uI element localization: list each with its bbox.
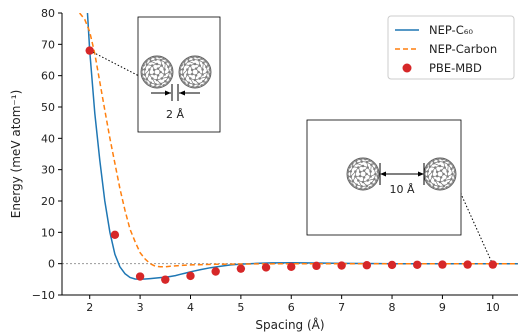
inset-2a-label: 2 Å (166, 108, 184, 121)
x-tick-label: 7 (338, 301, 345, 314)
x-tick-label: 6 (288, 301, 295, 314)
data-point-pbe-mbd (337, 261, 346, 270)
y-tick-label: 60 (41, 70, 55, 83)
y-tick-label: 40 (41, 132, 55, 145)
fullerene-icon (423, 157, 457, 191)
data-point-pbe-mbd (85, 46, 94, 55)
y-axis-label: Energy (meV atom⁻¹) (9, 90, 23, 219)
inset-10a: 10 Å (306, 119, 462, 236)
data-point-pbe-mbd (488, 260, 498, 269)
legend: NEP-C₆₀ NEP-Carbon PBE-MBD (387, 15, 515, 80)
y-tick-label: 0 (48, 258, 55, 271)
data-point-pbe-mbd (110, 230, 120, 240)
annotation-leader-line (456, 184, 494, 265)
y-tick-label: 70 (41, 38, 55, 51)
data-point-pbe-mbd (186, 271, 195, 281)
data-point-pbe-mbd (261, 263, 271, 272)
y-tick-label: 50 (41, 101, 55, 114)
y-tick-label: 80 (41, 7, 55, 20)
fullerene-icon (346, 157, 380, 191)
x-tick-label: 8 (389, 301, 396, 314)
data-point-pbe-mbd (236, 264, 246, 273)
legend-swatch-pbe-mbd (402, 63, 412, 73)
arrowhead-icon (179, 90, 185, 96)
x-axis-label: Spacing (Å) (255, 317, 324, 332)
annotation-leader-line (89, 50, 142, 78)
data-point-pbe-mbd (413, 260, 422, 269)
data-point-pbe-mbd (362, 261, 372, 270)
legend-box (387, 15, 515, 80)
x-tick-label: 9 (439, 301, 446, 314)
arrowhead-icon (165, 90, 171, 96)
x-tick-label: 3 (137, 301, 144, 314)
y-tick-label: 30 (41, 164, 55, 177)
fullerene-icon (140, 55, 174, 89)
x-tick-label: 4 (187, 301, 194, 314)
y-tick-label: 20 (41, 195, 55, 208)
legend-label-pbe-mbd: PBE-MBD (429, 61, 482, 75)
legend-label-nep-carbon: NEP-Carbon (429, 42, 497, 56)
fullerene-icon (178, 55, 212, 89)
series-line-nep-carbon (79, 13, 518, 268)
arrowhead-icon (418, 171, 424, 177)
data-point-pbe-mbd (211, 267, 220, 276)
arrowhead-icon (380, 171, 386, 177)
y-tick-label: 10 (41, 226, 55, 239)
data-point-pbe-mbd (135, 272, 145, 281)
y-tick-label: −10 (32, 289, 55, 302)
data-point-pbe-mbd (463, 260, 472, 269)
data-point-pbe-mbd (312, 261, 321, 271)
data-point-pbe-mbd (387, 260, 397, 270)
data-point-pbe-mbd (161, 275, 170, 284)
inset-2a: 2 Å (137, 16, 221, 133)
data-point-pbe-mbd (438, 260, 447, 269)
x-tick-label: 10 (486, 301, 500, 314)
inset-10a-label: 10 Å (389, 183, 414, 196)
x-tick-label: 2 (86, 301, 93, 314)
x-tick-label: 5 (237, 301, 244, 314)
legend-label-nep-c60: NEP-C₆₀ (429, 23, 473, 37)
data-point-pbe-mbd (287, 262, 296, 271)
